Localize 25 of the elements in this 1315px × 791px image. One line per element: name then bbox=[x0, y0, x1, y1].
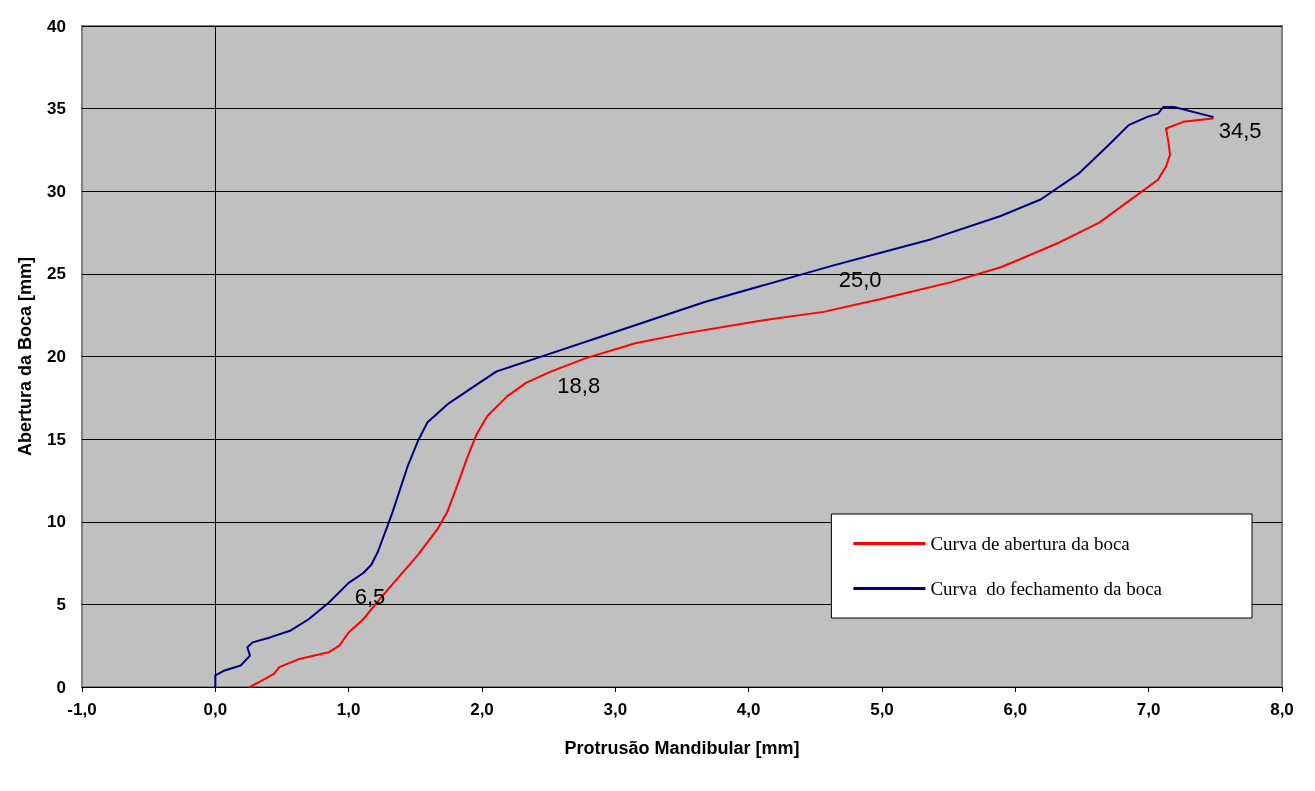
x-tick-label: 1,0 bbox=[336, 700, 361, 719]
y-tick-label: 15 bbox=[47, 429, 66, 449]
x-tick-label: 7,0 bbox=[1136, 700, 1161, 719]
x-tick-label: -1,0 bbox=[67, 700, 97, 719]
x-tick-label: 6,0 bbox=[1003, 700, 1028, 719]
legend-label: Curva de abertura da boca bbox=[930, 533, 1131, 554]
x-tick-label: 4,0 bbox=[736, 700, 761, 719]
y-tick-label: 0 bbox=[56, 677, 66, 697]
y-tick-label: 10 bbox=[47, 512, 66, 532]
x-tick-label: 8,0 bbox=[1270, 700, 1294, 719]
y-tick-label: 25 bbox=[47, 264, 66, 284]
y-tick-label: 20 bbox=[47, 347, 66, 366]
legend-label: Curva do fechamento da boca bbox=[930, 578, 1163, 599]
y-tick-label: 35 bbox=[47, 99, 66, 119]
x-tick-label: 2,0 bbox=[470, 700, 494, 719]
y-tick-label: 40 bbox=[47, 16, 66, 36]
x-tick-label: 3,0 bbox=[603, 700, 628, 719]
y-tick-label: 5 bbox=[56, 594, 66, 614]
x-axis-title: Protrusão Mandibular [mm] bbox=[564, 738, 800, 758]
x-tick-label: 5,0 bbox=[870, 700, 894, 719]
x-tick-label: 0,0 bbox=[203, 700, 228, 719]
y-axis-title: Abertura da Boca [mm] bbox=[15, 256, 35, 457]
annotation: 34,5 bbox=[1218, 118, 1262, 144]
annotation: 18,8 bbox=[557, 372, 601, 398]
y-tick-label: 30 bbox=[47, 181, 66, 201]
